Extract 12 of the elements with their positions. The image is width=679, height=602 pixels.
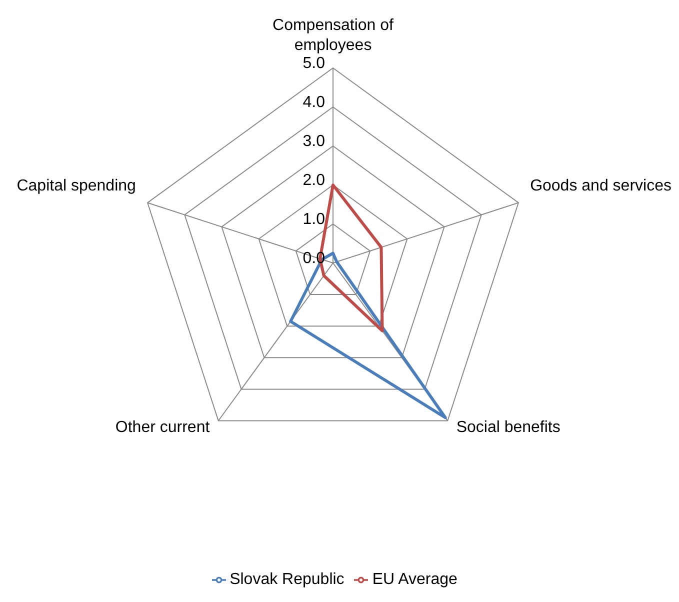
spoke-label: Goods and services (530, 177, 672, 194)
spoke-label: Other current (115, 419, 210, 436)
spoke-label: Compensation of employees (272, 17, 394, 54)
legend-label: Slovak Republic (230, 571, 344, 588)
y-tick-label: 5.0 (302, 55, 326, 72)
y-tick-label: 1.0 (302, 211, 326, 228)
legend-label: EU Average (372, 571, 458, 588)
y-tick-label: 2.0 (302, 172, 326, 189)
spoke-label: Capital spending (16, 177, 136, 194)
y-tick-label: 4.0 (302, 94, 326, 111)
y-tick-label: 3.0 (302, 133, 326, 150)
spoke-label: Social benefits (456, 419, 560, 436)
